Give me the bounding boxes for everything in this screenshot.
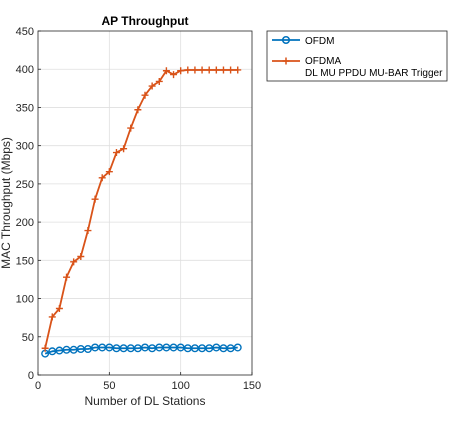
data-point-ofdma [191, 66, 199, 74]
data-point-ofdma [91, 195, 99, 203]
data-point-ofdma [227, 66, 235, 74]
x-tick-label: 150 [243, 380, 261, 392]
data-point-ofdma [127, 124, 135, 132]
data-point-ofdma [41, 344, 49, 352]
legend-label-ofdma: OFDMA [305, 56, 341, 67]
legend-label-ofdma-line2: DL MU PPDU MU-BAR Trigger [305, 68, 443, 79]
data-point-ofdma [234, 66, 242, 74]
y-tick-label: 400 [16, 64, 34, 76]
data-point-ofdma [155, 77, 163, 85]
data-point-ofdma [55, 304, 63, 312]
data-point-ofdma [84, 227, 92, 235]
legend-ofdm-marker [281, 35, 291, 45]
y-axis-label: MAC Throughput (Mbps) [0, 137, 13, 269]
y-tick-label: 350 [16, 102, 34, 114]
y-tick-label: 300 [16, 141, 34, 153]
data-point-ofdma [134, 106, 142, 114]
data-point-ofdma [205, 66, 213, 74]
data-point-ofdma [170, 71, 178, 79]
data-point-ofdma [184, 66, 192, 74]
data-point-ofdma [177, 67, 185, 75]
axes: 0 50 100 150 200 250 300 350 400 450 0 50 100 150 [16, 26, 262, 392]
y-tick-label: 450 [16, 26, 34, 38]
data-point-ofdma [162, 67, 170, 75]
data-point-ofdma [98, 174, 106, 182]
series-layer [41, 66, 242, 358]
chart-title: AP Throughput [101, 14, 188, 28]
y-tick-label: 100 [16, 294, 34, 306]
data-point-ofdma [148, 82, 156, 90]
series-line-ofdma [44, 69, 238, 349]
x-tick-label: 50 [103, 380, 115, 392]
legend-ofdma-marker [282, 57, 290, 65]
x-tick-label: 0 [35, 380, 41, 392]
data-point-ofdma [63, 273, 71, 281]
y-tick-label: 50 [22, 332, 34, 344]
data-point-ofdma [105, 168, 113, 176]
data-point-ofdma [70, 258, 78, 266]
plot-area [38, 31, 252, 375]
plot-frame [37, 30, 253, 376]
y-tick-label: 150 [16, 255, 34, 267]
x-axis-label: Number of DL Stations [85, 394, 206, 408]
data-point-ofdma [219, 66, 227, 74]
data-point-ofdm [233, 343, 242, 352]
y-tick-label: 200 [16, 217, 34, 229]
data-point-ofdma [212, 66, 220, 74]
data-point-ofdma [141, 91, 149, 99]
data-point-ofdma [112, 149, 120, 157]
data-point-ofdm [83, 345, 92, 354]
data-point-ofdma [77, 253, 85, 261]
data-point-ofdma [120, 145, 128, 153]
y-tick-label: 0 [28, 370, 34, 382]
legend-label-ofdm: OFDM [305, 36, 334, 47]
data-point-ofdma [198, 66, 206, 74]
data-point-ofdma [48, 313, 56, 321]
x-tick-label: 100 [171, 380, 189, 392]
legend: OFDM OFDMA DL MU PPDU MU-BAR Trigger [266, 30, 448, 82]
y-tick-label: 250 [16, 179, 34, 191]
